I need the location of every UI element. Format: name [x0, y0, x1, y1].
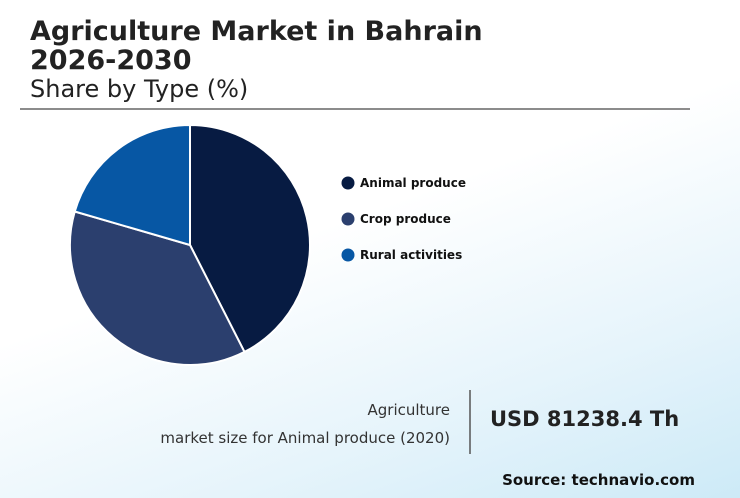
legend-marker: [341, 212, 355, 226]
stat-label: Agriculture: [368, 401, 451, 419]
pie-slice: [69, 210, 246, 366]
legend-marker: [341, 176, 355, 190]
chart-title: Agriculture Market in Bahrain: [30, 16, 483, 47]
stat-value: USD 81238.4 Th: [490, 407, 679, 431]
legend-label: Rural activities: [360, 248, 462, 262]
pie-slice: [189, 123, 311, 354]
chart-subtitle: Share by Type (%): [30, 75, 248, 103]
stat-label: market size for Animal produce (2020): [160, 429, 450, 447]
legend-marker: [341, 248, 355, 262]
chart-title: 2026-2030: [30, 45, 192, 76]
legend-label: Animal produce: [360, 176, 466, 190]
pie-slice: [73, 123, 191, 247]
legend-label: Crop produce: [360, 212, 451, 226]
source: Source: technavio.com: [502, 471, 695, 489]
